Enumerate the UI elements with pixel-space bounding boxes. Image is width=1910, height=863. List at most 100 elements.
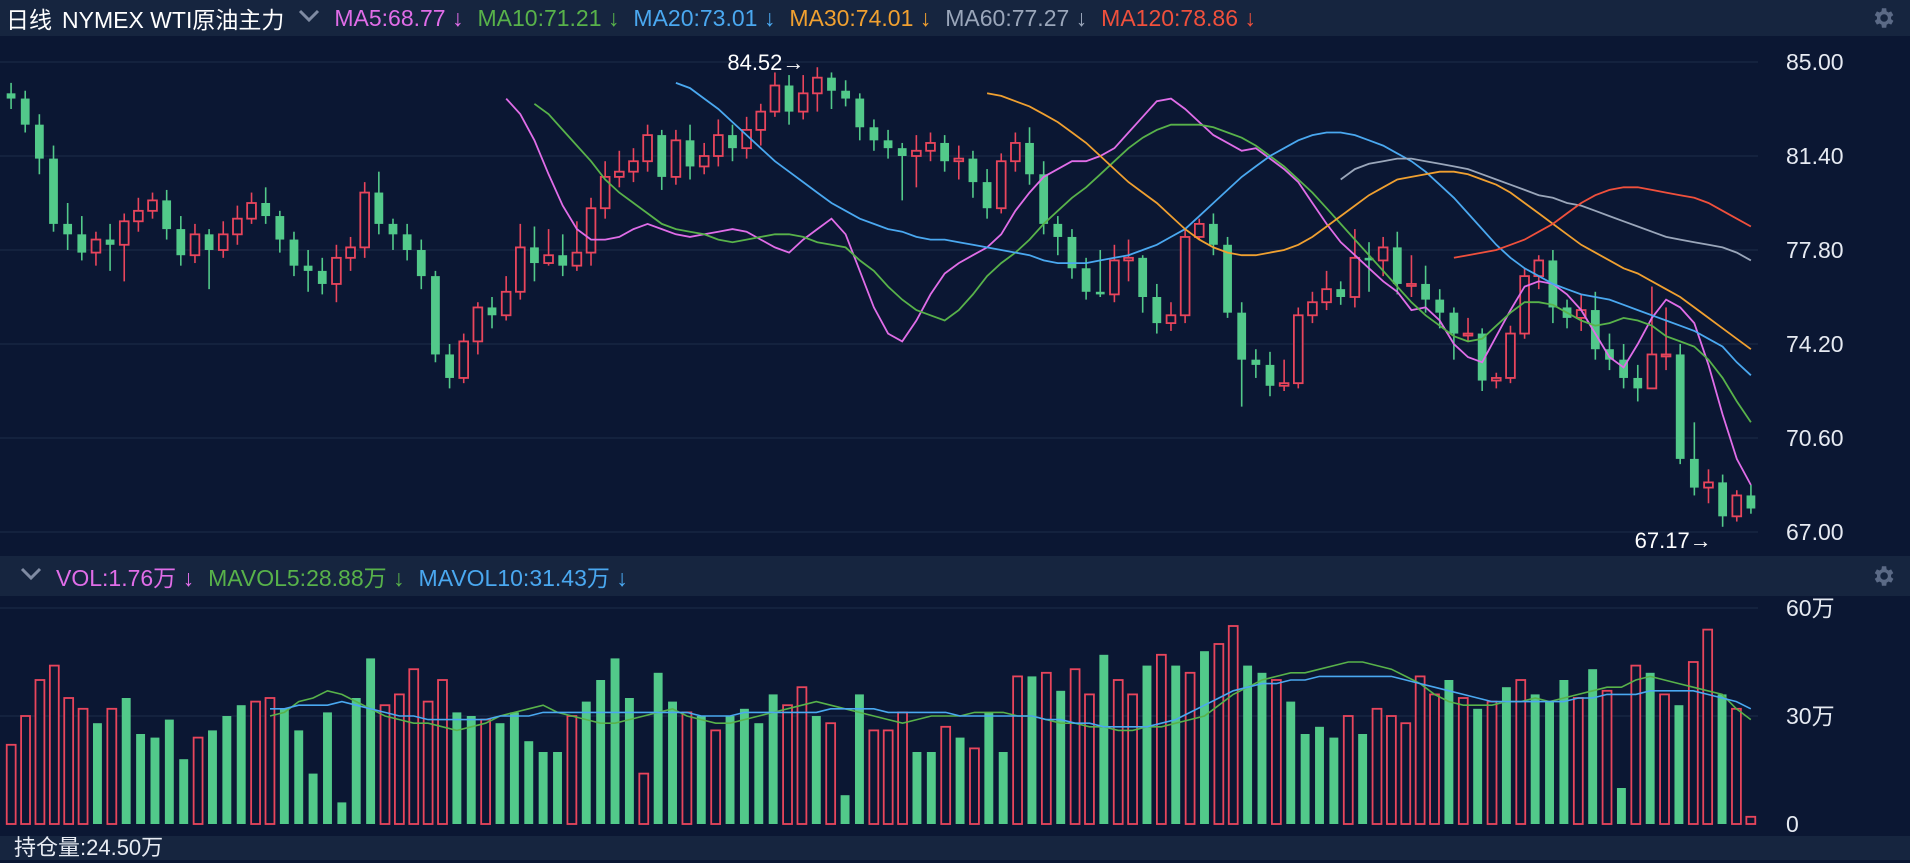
candle-body	[1081, 268, 1091, 292]
candle-body	[204, 234, 214, 250]
candle-body	[1292, 314, 1304, 385]
volume-bar	[1012, 675, 1023, 825]
ma-legend-ma20: MA20:73.01 ↓	[633, 4, 776, 31]
volume-bar	[48, 664, 60, 825]
candle-body	[1675, 354, 1685, 459]
price-tick-label: 67.00	[1786, 519, 1844, 545]
gear-icon[interactable]	[1870, 5, 1896, 31]
ma-legend-bar: 日线 NYMEX WTI原油主力 MA5:68.77 ↓ MA10:71.21 ↓…	[0, 0, 1910, 36]
candle-body	[1619, 359, 1629, 378]
candle-body	[317, 270, 327, 284]
candle-body	[642, 134, 653, 163]
volume-bar	[811, 716, 821, 824]
candle-body	[261, 203, 271, 217]
price-tick-label: 85.00	[1786, 49, 1844, 75]
volume-bar	[782, 704, 793, 825]
volume-bar	[868, 729, 880, 825]
volume-bar	[264, 697, 276, 825]
volume-bar	[1358, 734, 1368, 824]
volume-bar	[164, 719, 174, 824]
candle-body	[388, 223, 398, 235]
volume-bar	[1213, 643, 1225, 825]
volume-bar	[1099, 654, 1109, 824]
price-tick-label: 77.80	[1786, 237, 1844, 263]
candle-body	[176, 229, 186, 256]
volume-bar	[1084, 693, 1095, 825]
volume-bar	[1315, 726, 1324, 824]
candle-body	[147, 199, 158, 212]
volume-bar	[208, 730, 217, 824]
volume-bar	[681, 711, 693, 825]
candle-body	[558, 255, 568, 266]
candle-body	[1377, 246, 1389, 262]
candle-body	[1605, 349, 1614, 360]
volume-bar	[1386, 715, 1397, 825]
volume-bar	[840, 795, 850, 824]
volume-bar	[379, 704, 391, 825]
mavol-line-mavol5	[269, 661, 1752, 732]
candle-body	[797, 92, 809, 113]
candle-body	[657, 135, 667, 177]
volume-bar	[279, 708, 289, 824]
candle-body	[431, 276, 440, 355]
candle-body	[827, 77, 836, 91]
volume-bar	[553, 752, 562, 824]
ma-line-ma10	[533, 103, 1752, 423]
volume-bar	[1731, 707, 1742, 825]
volume-bar	[1659, 693, 1670, 825]
candle-body	[90, 238, 102, 254]
gear-icon[interactable]	[1870, 563, 1896, 589]
volume-bar	[1112, 679, 1124, 825]
period-label[interactable]: 日线	[6, 7, 52, 33]
volume-bar	[179, 759, 189, 824]
volume-bar	[1155, 653, 1167, 825]
volume-bar	[1127, 693, 1138, 825]
holdings-bar: 持仓量:24.50万	[0, 835, 1910, 860]
volume-bar	[34, 679, 46, 825]
volume-bar	[754, 723, 764, 824]
volume-bar	[1630, 664, 1642, 825]
volume-bar	[480, 718, 491, 825]
volume-bar	[1257, 672, 1267, 824]
price-tick-label: 74.20	[1786, 331, 1844, 357]
candle-body	[1505, 332, 1516, 379]
candle-body	[515, 246, 526, 293]
candle-body	[359, 191, 370, 249]
volume-bar	[495, 723, 505, 824]
volume-bar	[1588, 669, 1598, 824]
volume-bar	[422, 700, 434, 825]
chevron-down-icon[interactable]	[298, 9, 320, 28]
symbol-name[interactable]: NYMEX WTI原油主力	[62, 7, 285, 33]
vol-legend-mavol5: MAVOL5:28.88万 ↓	[208, 565, 405, 591]
candle-body	[49, 158, 58, 224]
volume-bar	[1601, 689, 1613, 825]
candle-body	[1095, 291, 1105, 295]
volume-bar	[222, 716, 232, 824]
volume-bar	[1530, 694, 1540, 824]
candle-body	[543, 254, 554, 264]
candle-body	[953, 157, 965, 163]
candle-body	[1435, 299, 1445, 313]
candle-body	[133, 209, 144, 223]
volume-bar	[77, 707, 89, 825]
candle-body	[1307, 301, 1318, 317]
candle-body	[331, 256, 342, 285]
candle-body	[1421, 283, 1430, 300]
candle-body	[1179, 236, 1191, 317]
chevron-down-icon[interactable]	[20, 567, 42, 586]
volume-bar	[1329, 737, 1339, 824]
price-tick-label: 81.40	[1786, 143, 1844, 169]
candle-body	[728, 135, 737, 149]
volume-bar	[1457, 697, 1469, 825]
volume-bar	[1069, 668, 1081, 825]
volume-bar	[969, 747, 980, 825]
candle-body	[303, 265, 313, 271]
candle-body	[995, 160, 1007, 210]
vol-legend-mavol10: MAVOL10:31.43万 ↓	[418, 565, 628, 591]
candle-body	[1123, 256, 1134, 262]
low-annotation: 67.17→	[1635, 528, 1712, 553]
ma-line-ma5	[505, 97, 1752, 486]
candle-body	[416, 250, 426, 277]
candle-body	[1251, 359, 1261, 365]
